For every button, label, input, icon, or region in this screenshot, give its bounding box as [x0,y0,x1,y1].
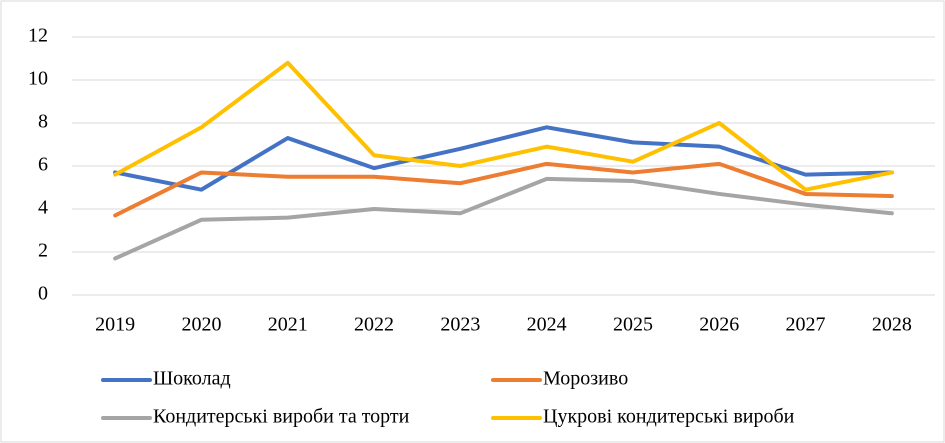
x-tick-label: 2028 [872,314,912,336]
line-series [113,176,894,261]
line-series [113,161,894,218]
x-tick-label: 2021 [268,314,308,336]
y-tick-label: 0 [38,283,48,305]
x-tick-label: 2022 [354,314,394,336]
x-tick-label: 2025 [613,314,653,336]
legend-label: Кондитерські вироби та торти [153,406,410,428]
x-tick-label: 2027 [786,314,826,336]
x-tick-label: 2024 [527,314,567,336]
y-tick-label: 6 [38,154,48,176]
x-tick-label: 2026 [699,314,739,336]
y-tick-label: 4 [38,197,48,219]
legend-label: Цукрові кондитерські вироби [543,406,795,428]
x-tick-label: 2019 [95,314,135,336]
y-tick-label: 8 [38,111,48,133]
legend-label: Морозиво [543,368,628,390]
y-tick-label: 12 [28,25,48,47]
y-tick-label: 10 [28,68,48,90]
y-tick-label: 2 [38,240,48,262]
line-series [113,125,894,192]
x-tick-label: 2023 [440,314,480,336]
legend-label: Шоколад [153,368,231,390]
line-series [113,60,894,192]
x-tick-label: 2020 [181,314,221,336]
